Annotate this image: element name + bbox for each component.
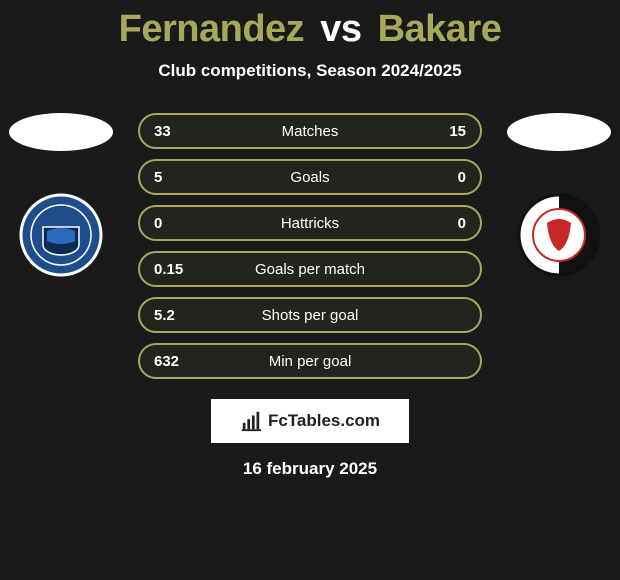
stats-list: 33 Matches 15 5 Goals 0 0 Hattricks 0 0.… <box>138 113 482 379</box>
competition-subtitle: Club competitions, Season 2024/2025 <box>0 61 620 81</box>
stat-row-matches: 33 Matches 15 <box>138 113 482 149</box>
stat-right-value: 0 <box>426 169 466 186</box>
bar-chart-icon <box>240 410 262 432</box>
stat-left-value: 632 <box>154 353 194 370</box>
stat-left-value: 0 <box>154 215 194 232</box>
vs-separator: vs <box>320 8 361 50</box>
comparison-title: Fernandez vs Bakare <box>0 0 620 51</box>
player1-name: Fernandez <box>119 8 305 50</box>
branding-text: FcTables.com <box>268 411 380 431</box>
player2-club-crest <box>517 193 601 277</box>
shield-icon <box>19 193 103 277</box>
stat-left-value: 33 <box>154 123 194 140</box>
player1-club-crest <box>19 193 103 277</box>
stat-left-value: 0.15 <box>154 261 194 278</box>
stat-row-shots-per-goal: 5.2 Shots per goal <box>138 297 482 333</box>
stat-label: Goals per match <box>255 261 365 278</box>
stat-label: Shots per goal <box>262 307 359 324</box>
stat-label: Min per goal <box>269 353 352 370</box>
stat-label: Matches <box>282 123 339 140</box>
stat-row-hattricks: 0 Hattricks 0 <box>138 205 482 241</box>
stat-row-goals-per-match: 0.15 Goals per match <box>138 251 482 287</box>
stat-row-min-per-goal: 632 Min per goal <box>138 343 482 379</box>
stat-row-goals: 5 Goals 0 <box>138 159 482 195</box>
snapshot-date: 16 february 2025 <box>0 459 620 479</box>
stat-right-value: 0 <box>426 215 466 232</box>
stat-right-value: 15 <box>426 123 466 140</box>
player2-avatar <box>507 113 611 151</box>
player1-avatar <box>9 113 113 151</box>
stat-label: Hattricks <box>281 215 339 232</box>
stat-left-value: 5 <box>154 169 194 186</box>
stat-label: Goals <box>290 169 329 186</box>
stat-left-value: 5.2 <box>154 307 194 324</box>
player2-side <box>504 113 614 277</box>
branding-badge[interactable]: FcTables.com <box>211 399 409 443</box>
player1-side <box>6 113 116 277</box>
player2-name: Bakare <box>378 8 502 50</box>
shield-icon <box>517 193 601 277</box>
comparison-body: 33 Matches 15 5 Goals 0 0 Hattricks 0 0.… <box>0 113 620 379</box>
